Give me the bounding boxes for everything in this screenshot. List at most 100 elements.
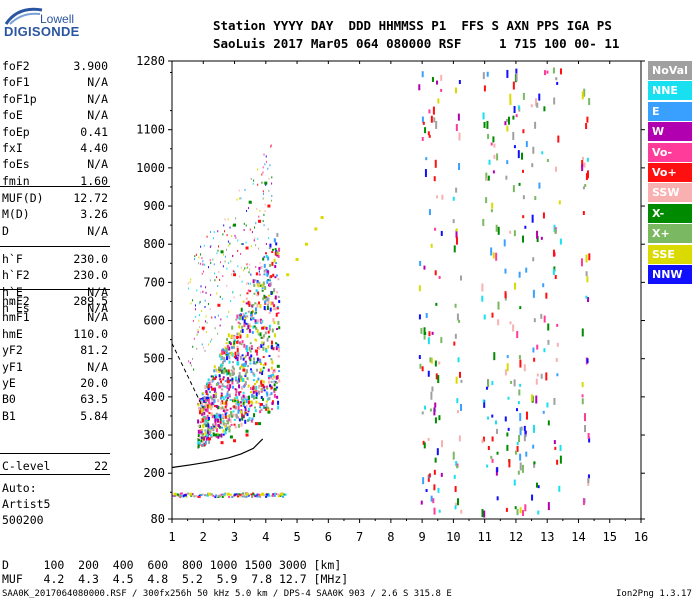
echo-dot bbox=[519, 359, 522, 368]
echo-dot bbox=[435, 302, 438, 306]
param-label: foF1p bbox=[2, 91, 37, 106]
echo-dot bbox=[507, 396, 510, 400]
echo-dot bbox=[205, 331, 207, 334]
echo-dot bbox=[218, 374, 221, 378]
echo-dot bbox=[267, 256, 270, 261]
echo-dot bbox=[559, 455, 562, 464]
echo-dot bbox=[255, 327, 258, 330]
echo-dot bbox=[252, 379, 255, 382]
echo-dot bbox=[228, 393, 231, 397]
echo-dot bbox=[420, 327, 423, 334]
echo-dot bbox=[255, 390, 258, 395]
echo-dot bbox=[262, 343, 265, 346]
echo-dot bbox=[540, 373, 543, 379]
echo-dot bbox=[246, 209, 248, 212]
echo-dot bbox=[272, 273, 275, 277]
echo-dot bbox=[201, 443, 204, 446]
param-row-hmf2: hmF2 289.5 bbox=[2, 294, 108, 310]
chart-ticks: 1 2 3 4 5 6 7 8 9 10 11 12 13 14 15 1680200300400500600… bbox=[136, 54, 648, 544]
echo-dot bbox=[454, 505, 457, 510]
echo-dot bbox=[238, 189, 240, 192]
echo-dot bbox=[532, 146, 535, 154]
echo-dot bbox=[517, 150, 520, 159]
echo-dot bbox=[190, 278, 192, 281]
echo-dot bbox=[232, 369, 235, 373]
echo-dot bbox=[433, 484, 436, 491]
echo-dot bbox=[212, 403, 215, 406]
echo-dot bbox=[244, 495, 247, 498]
echo-dot bbox=[482, 436, 485, 442]
echo-dot bbox=[540, 313, 543, 319]
echo-dot bbox=[218, 494, 221, 497]
echo-dot bbox=[263, 294, 266, 299]
echo-dot bbox=[238, 375, 241, 379]
echo-dot bbox=[253, 413, 256, 418]
echo-dot bbox=[509, 100, 512, 106]
trace-point bbox=[245, 246, 249, 250]
echo-dot bbox=[259, 304, 262, 309]
echo-dot bbox=[237, 403, 240, 407]
echo-dot bbox=[553, 397, 556, 405]
echo-dot bbox=[234, 339, 237, 342]
echo-dot bbox=[555, 77, 558, 81]
echo-dot bbox=[224, 430, 227, 435]
echo-dot bbox=[230, 260, 232, 263]
echo-dot bbox=[219, 414, 222, 419]
echo-dot bbox=[534, 121, 537, 129]
echo-dot bbox=[278, 370, 281, 373]
echo-dot bbox=[225, 347, 228, 352]
echo-dot bbox=[232, 367, 235, 371]
param-value: 230.0 bbox=[73, 268, 108, 283]
trace-point bbox=[233, 273, 237, 277]
echo-dot bbox=[201, 433, 204, 438]
echo-dot bbox=[233, 296, 235, 299]
echo-dot bbox=[239, 493, 242, 496]
echo-dot bbox=[513, 379, 516, 387]
echo-dot bbox=[241, 493, 244, 496]
param-value: N/A bbox=[87, 310, 108, 325]
echo-dot bbox=[251, 231, 253, 234]
echo-dot bbox=[245, 345, 248, 349]
echo-dot bbox=[205, 408, 208, 412]
echo-dot bbox=[504, 121, 507, 126]
echo-dot bbox=[224, 255, 226, 258]
echo-dot bbox=[421, 366, 424, 372]
echo-dot bbox=[206, 381, 209, 386]
echo-dot bbox=[203, 270, 205, 273]
echo-dot bbox=[240, 396, 243, 401]
echo-dot bbox=[243, 314, 246, 318]
echo-dot bbox=[436, 448, 439, 456]
echo-dot bbox=[271, 360, 274, 365]
param-row-yf2: yF2 81.2 bbox=[2, 343, 108, 359]
echo-dot bbox=[231, 365, 234, 369]
echo-dot bbox=[586, 276, 589, 283]
echo-dot bbox=[204, 417, 207, 421]
echo-dot bbox=[234, 388, 237, 391]
echo-dot bbox=[248, 356, 251, 360]
echo-dot bbox=[418, 285, 421, 292]
echo-dot bbox=[231, 414, 234, 418]
echo-dot bbox=[493, 154, 496, 159]
echo-dot bbox=[195, 253, 197, 256]
trace-point bbox=[267, 204, 271, 208]
echo-dot bbox=[214, 272, 216, 275]
echo-dot bbox=[172, 494, 175, 497]
echo-dot bbox=[265, 326, 268, 330]
echo-dot bbox=[553, 266, 556, 272]
echo-dot bbox=[255, 396, 258, 399]
echo-dot bbox=[200, 397, 203, 400]
echo-dot bbox=[202, 392, 205, 395]
echo-dot bbox=[243, 384, 246, 388]
echo-dot bbox=[262, 385, 265, 389]
echo-dot bbox=[237, 239, 239, 242]
echo-dot bbox=[264, 309, 267, 312]
echo-dot bbox=[242, 400, 245, 405]
echo-dot bbox=[200, 430, 203, 434]
echo-dot bbox=[210, 262, 212, 265]
echo-dot bbox=[490, 142, 493, 146]
echo-dot bbox=[455, 187, 458, 193]
echo-dot bbox=[252, 385, 255, 390]
echo-dot bbox=[203, 408, 206, 411]
trace-point bbox=[201, 326, 205, 330]
echo-dot bbox=[213, 377, 216, 380]
